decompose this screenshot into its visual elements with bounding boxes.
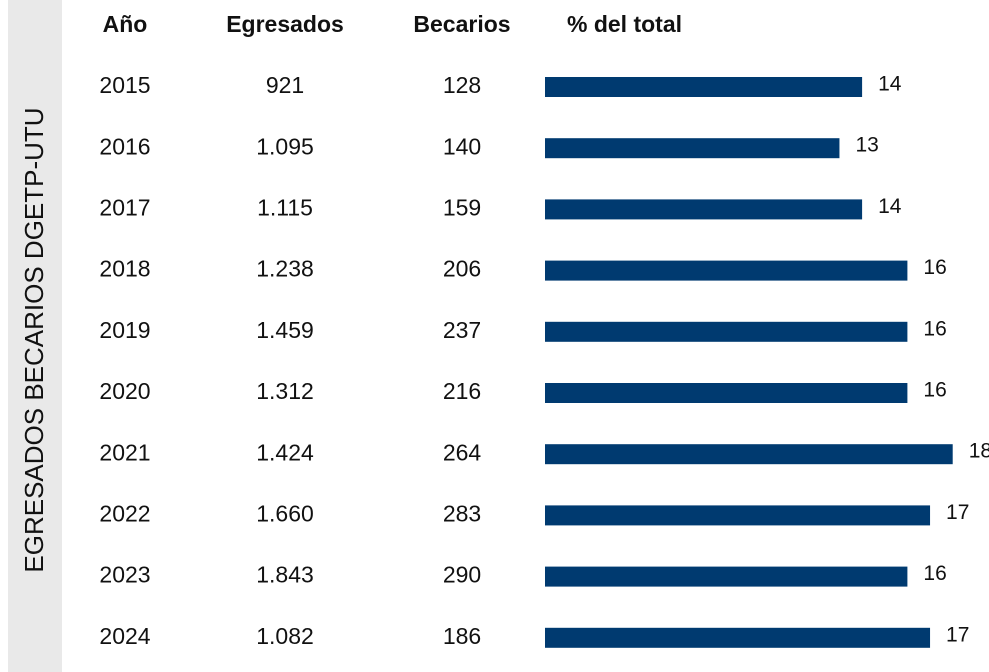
bar: [545, 199, 863, 220]
becarios: 216: [443, 378, 481, 404]
bar: [545, 77, 863, 97]
egresados: 1.312: [256, 378, 314, 404]
egresados: 1.660: [256, 500, 314, 526]
value-label: 16: [923, 562, 946, 585]
title-strip: [8, 0, 62, 672]
bar: [545, 138, 840, 159]
year: 2024: [99, 623, 150, 649]
column-header: Becarios: [413, 11, 510, 37]
becarios: 159: [443, 194, 481, 220]
egresados: 1.424: [256, 439, 314, 465]
egresados: 1.843: [256, 562, 314, 588]
value-label: 16: [923, 379, 946, 402]
egresados: 1.095: [256, 133, 314, 159]
bar: [545, 383, 908, 403]
egresados: 1.115: [257, 194, 313, 220]
value-label: 14: [878, 73, 902, 96]
becarios: 206: [443, 256, 481, 282]
becarios: 283: [443, 500, 481, 526]
becarios: 186: [443, 623, 481, 649]
value-label: 17: [946, 623, 969, 646]
year: 2015: [99, 72, 150, 98]
column-header: Egresados: [226, 11, 344, 37]
bar: [545, 505, 931, 526]
chart-title: EGRESADOS BECARIOS DGETP-UTU: [19, 107, 49, 572]
becarios: 140: [443, 133, 481, 159]
value-label: 16: [923, 317, 946, 340]
column-header: Año: [103, 11, 148, 37]
bar: [545, 444, 953, 465]
year: 2022: [99, 500, 150, 526]
becarios: 290: [443, 562, 481, 588]
year: 2018: [99, 256, 150, 282]
bar: [545, 260, 908, 281]
year: 2023: [99, 562, 150, 588]
year: 2020: [99, 378, 150, 404]
year: 2019: [99, 317, 150, 343]
egresados: 1.082: [256, 623, 314, 649]
egresados: 921: [266, 72, 304, 98]
becarios: 128: [443, 72, 481, 98]
value-label: 13: [855, 134, 878, 157]
column-header: % del total: [567, 11, 682, 37]
value-label: 14: [878, 195, 902, 218]
bar: [545, 627, 931, 648]
becarios: 237: [443, 317, 481, 343]
value-label: 18: [969, 440, 989, 463]
year: 2021: [99, 439, 150, 465]
year: 2016: [99, 133, 150, 159]
egresados: 1.238: [256, 256, 314, 282]
value-label: 17: [946, 501, 969, 524]
bar: [545, 321, 908, 342]
becarios: 264: [443, 439, 482, 465]
egresados: 1.459: [256, 317, 314, 343]
year: 2017: [99, 194, 150, 220]
value-label: 16: [923, 256, 946, 279]
bar: [545, 566, 908, 587]
